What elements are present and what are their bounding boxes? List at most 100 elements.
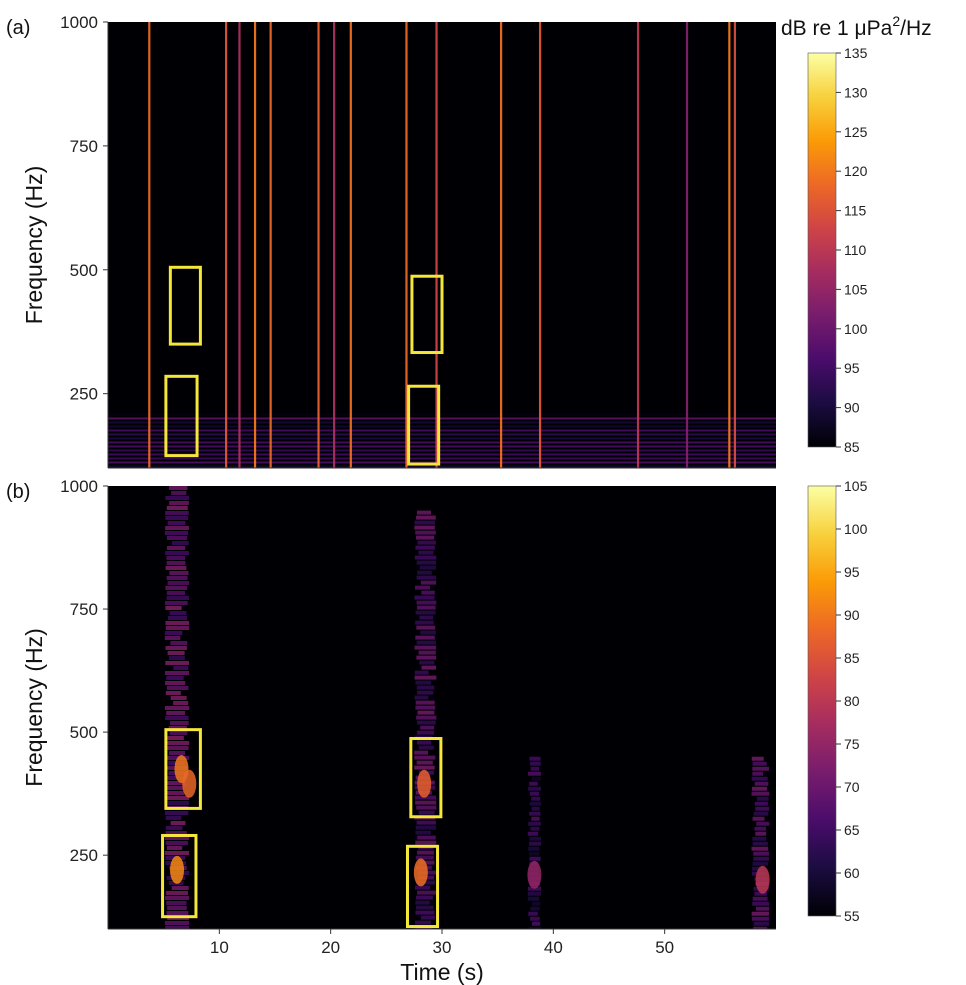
call-energy-cell — [169, 721, 189, 725]
noise-band-line — [108, 449, 776, 452]
call-energy-cell — [168, 726, 187, 730]
broadband-transient — [349, 22, 352, 468]
call-energy-cell — [751, 911, 769, 916]
call-energy-cell — [414, 555, 437, 560]
annotation-box — [161, 833, 198, 919]
spectrogram-area — [164, 486, 770, 929]
call-energy-cell — [420, 915, 436, 920]
call-energy-cell — [416, 575, 437, 580]
call-energy-cell — [164, 631, 183, 635]
broadband-transient — [253, 22, 257, 468]
call-energy-cell — [530, 761, 541, 766]
noise-band-line — [108, 453, 776, 456]
x-tick-label: 40 — [544, 938, 563, 957]
call-energy-cell — [528, 771, 541, 776]
call-energy-cell — [166, 556, 186, 560]
call-hot-spot — [417, 769, 432, 798]
call-energy-cell — [164, 746, 189, 750]
call-energy-cell — [752, 896, 768, 901]
call-energy-cell — [165, 831, 187, 835]
call-energy-cell — [164, 921, 190, 925]
call-energy-cell — [419, 565, 436, 570]
annotation-box — [164, 728, 202, 810]
call-energy-cell — [416, 895, 433, 900]
call-energy-cell — [164, 671, 190, 675]
call-energy-cell — [415, 530, 436, 535]
x-tick-label: 50 — [655, 938, 674, 957]
low-frequency-noise-band — [108, 413, 776, 468]
call-energy-cell — [165, 646, 187, 650]
broadband-transient — [333, 22, 336, 468]
colorbar-tick-label: 115 — [844, 203, 867, 219]
call-energy-cell — [171, 886, 189, 890]
call-energy-cell — [754, 826, 767, 831]
colorbar-tick-label: 100 — [844, 521, 868, 537]
call-energy-cell — [755, 806, 770, 811]
call-energy-cell — [166, 686, 189, 690]
call-energy-cell — [414, 595, 435, 600]
call-energy-cell — [165, 691, 181, 695]
call-energy-cell — [165, 716, 189, 720]
noise-band-line — [108, 429, 776, 432]
call-energy-cell — [165, 621, 190, 625]
call-energy-cell — [167, 651, 185, 655]
call-energy-cell — [529, 756, 541, 761]
call-energy-cell — [756, 796, 769, 801]
call-energy-cell — [167, 906, 187, 910]
call-energy-cell — [420, 725, 435, 730]
y-axis-title: Frequency (Hz) — [21, 166, 47, 324]
call-energy-cell — [166, 591, 186, 595]
colorbar-tick-label: 105 — [844, 478, 868, 494]
call-energy-cell — [166, 911, 189, 915]
call-energy-cell — [415, 610, 436, 615]
panel-label: (a) — [6, 17, 30, 39]
call-energy-cell — [167, 581, 190, 585]
broadband-transient — [435, 22, 438, 468]
colorbar-tick-label: 110 — [844, 242, 867, 258]
call-energy-cell — [417, 740, 432, 745]
colorbar-tick-label: 80 — [844, 693, 860, 709]
broadband-transient — [405, 22, 408, 468]
noise-band-line — [108, 437, 776, 440]
call-energy-cell — [165, 841, 188, 845]
call-energy-cell — [165, 586, 188, 590]
y-axis-title: Frequency (Hz) — [21, 628, 47, 786]
call-energy-cell — [167, 616, 188, 620]
call-energy-cell — [416, 510, 432, 515]
broadband-transient — [636, 22, 640, 468]
call-energy-cell — [527, 891, 542, 896]
call-energy-cell — [415, 840, 437, 845]
call-energy-cell — [752, 866, 764, 871]
noise-band-line — [108, 465, 776, 468]
call-energy-cell — [166, 561, 186, 565]
call-energy-cell — [417, 720, 436, 725]
call-energy-cell — [415, 800, 437, 805]
call-energy-cell — [416, 715, 437, 720]
call-energy-cell — [173, 666, 189, 670]
call-energy-cell — [167, 521, 186, 525]
call-energy-cell — [414, 750, 429, 755]
call-energy-cell — [415, 535, 435, 540]
call-energy-cell — [164, 776, 187, 780]
call-energy-cell — [415, 825, 437, 830]
call-energy-cell — [417, 850, 434, 855]
call-energy-cell — [420, 580, 437, 585]
call-energy-cell — [170, 821, 186, 825]
y-tick-label: 250 — [70, 846, 98, 865]
call-energy-cell — [164, 636, 181, 640]
panel-a: 250 500 750 1000 Frequency (Hz) (a) 85 90 95 100 1… — [6, 13, 868, 469]
call-energy-cell — [165, 566, 187, 570]
call-energy-cell — [418, 860, 435, 865]
call-energy-cell — [171, 541, 189, 545]
call-energy-cell — [532, 921, 541, 926]
colorbar-tick-label: 95 — [844, 564, 860, 580]
call-energy-cell — [165, 681, 186, 685]
y-tick-label: 250 — [70, 385, 98, 404]
annotation-box — [407, 384, 441, 466]
call-energy-cell — [418, 810, 435, 815]
call-energy-cell — [417, 835, 436, 840]
call-energy-cell — [414, 675, 437, 680]
call-energy-cell — [414, 765, 435, 770]
call-energy-cell — [415, 855, 434, 860]
call-energy-cell — [166, 536, 188, 540]
